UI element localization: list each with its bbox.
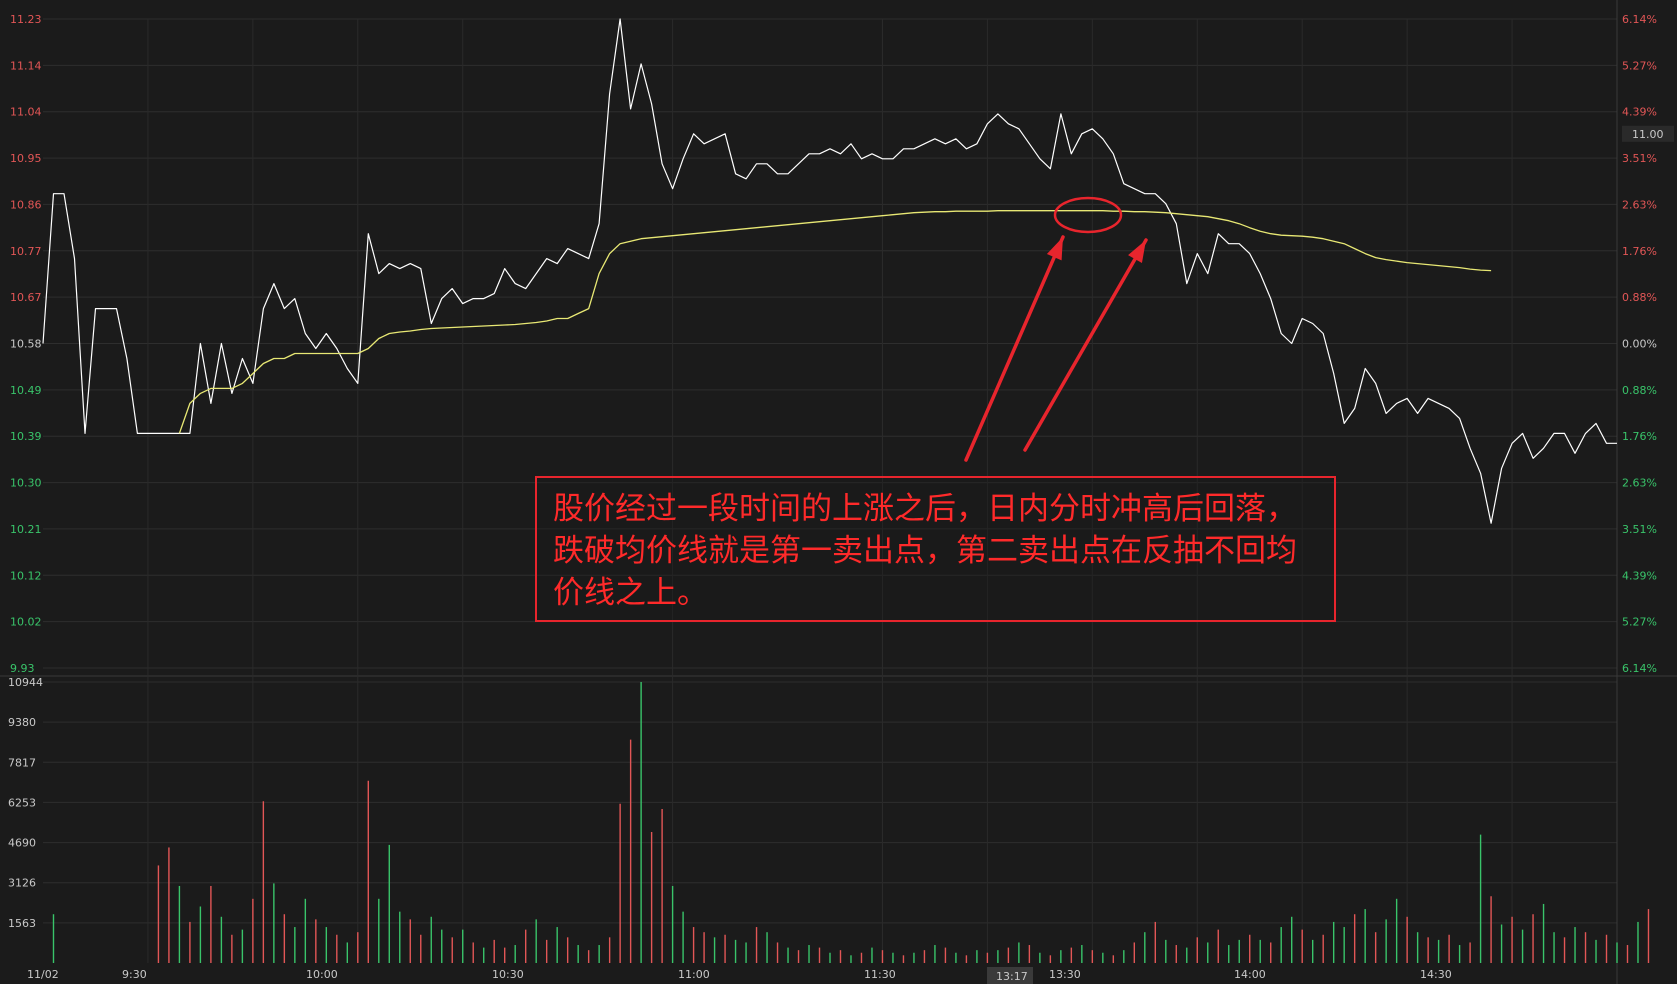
volume-tick-label: 6253	[8, 796, 36, 809]
sell-point-circle	[1053, 196, 1123, 234]
time-axis: 11/02 9:30 10:00 10:30 11:00 11:30 13:30 14:00 1…	[27, 967, 1452, 984]
percent-tick-label: 3.51%	[1622, 523, 1657, 536]
percent-axis-right: 6.14% 5.27% 4.39% 3.51% 2.63% 1.76% 0.88% 0.00%…	[1622, 13, 1674, 675]
percent-tick-label: 5.27%	[1622, 59, 1657, 72]
price-tick-label: 10.95	[10, 152, 42, 165]
percent-tick-label: 5.27%	[1622, 616, 1657, 629]
time-tick-label: 10:00	[306, 968, 338, 981]
arrow-shaft	[964, 235, 1065, 462]
price-line	[42, 18, 1617, 524]
price-tick-label: 10.58	[10, 338, 42, 351]
current-price-tag	[1622, 125, 1674, 142]
percent-tick-label: 0.88%	[1622, 384, 1657, 397]
volume-tick-label: 4690	[8, 837, 36, 850]
time-tick-label: 14:00	[1234, 968, 1266, 981]
cursor-time-tag	[987, 967, 1033, 984]
price-tick-label: 10.30	[10, 477, 42, 490]
price-tick-label: 9.93	[10, 662, 35, 675]
price-tick-label: 10.02	[10, 616, 42, 629]
volume-bars	[52, 682, 1650, 963]
time-tick-label: 10:30	[492, 968, 524, 981]
price-tick-label: 10.39	[10, 430, 42, 443]
percent-tick-label: 3.51%	[1622, 152, 1657, 165]
percent-tick-label: 1.76%	[1622, 245, 1657, 258]
average-price-line	[178, 210, 1492, 434]
time-tick-label: 11:00	[678, 968, 710, 981]
price-tick-label: 11.04	[10, 106, 42, 119]
price-tick-label: 10.77	[10, 245, 42, 258]
volume-tick-label: 10944	[8, 676, 43, 689]
annotation-marks	[964, 196, 1148, 462]
price-tick-label: 10.12	[10, 569, 42, 582]
price-tick-label: 11.14	[10, 59, 42, 72]
percent-tick-label: 1.76%	[1622, 430, 1657, 443]
percent-tick-label: 4.39%	[1622, 569, 1657, 582]
arrow-head	[1128, 240, 1146, 264]
percent-tick-label: 6.14%	[1622, 13, 1657, 26]
percent-tick-label: 6.14%	[1622, 662, 1657, 675]
price-tick-label: 10.21	[10, 523, 42, 536]
price-tick-label: 10.86	[10, 198, 42, 211]
volume-tick-label: 7817	[8, 756, 36, 769]
cursor-time-label: 13:17	[996, 970, 1028, 983]
percent-tick-label: 2.63%	[1622, 477, 1657, 490]
time-tick-label: 14:30	[1420, 968, 1452, 981]
volume-tick-label: 9380	[8, 716, 36, 729]
percent-tick-label: 0.00%	[1622, 338, 1657, 351]
percent-tick-label: 2.63%	[1622, 198, 1657, 211]
time-tick-label: 11:30	[864, 968, 896, 981]
arrow-shaft	[1023, 238, 1148, 452]
price-tick-label: 10.67	[10, 291, 42, 304]
price-tick-label: 11.23	[10, 13, 42, 26]
annotation-box: 股价经过一段时间的上涨之后，日内分时冲高后回落，跌破均价线就是第一卖出点，第二卖…	[535, 476, 1336, 622]
price-lines	[42, 18, 1617, 524]
arrow-head	[1046, 237, 1063, 261]
time-tick-label: 13:30	[1049, 968, 1081, 981]
volume-tick-label: 3126	[8, 877, 36, 890]
price-axis-left: 11.23 11.14 11.04 10.95 10.86 10.77 10.67 10.58…	[10, 13, 42, 675]
percent-tick-label: 0.88%	[1622, 291, 1657, 304]
price-tick-label: 10.49	[10, 384, 42, 397]
percent-tick-label: 4.39%	[1622, 106, 1657, 119]
time-tick-label: 9:30	[122, 968, 147, 981]
volume-tick-label: 1563	[8, 917, 36, 930]
current-price-label: 11.00	[1632, 128, 1664, 141]
date-label: 11/02	[27, 968, 59, 981]
volume-axis: 10944 9380 7817 6253 4690 3126 1563	[8, 676, 43, 930]
annotation-text: 股价经过一段时间的上涨之后，日内分时冲高后回落，跌破均价线就是第一卖出点，第二卖…	[553, 491, 1297, 611]
